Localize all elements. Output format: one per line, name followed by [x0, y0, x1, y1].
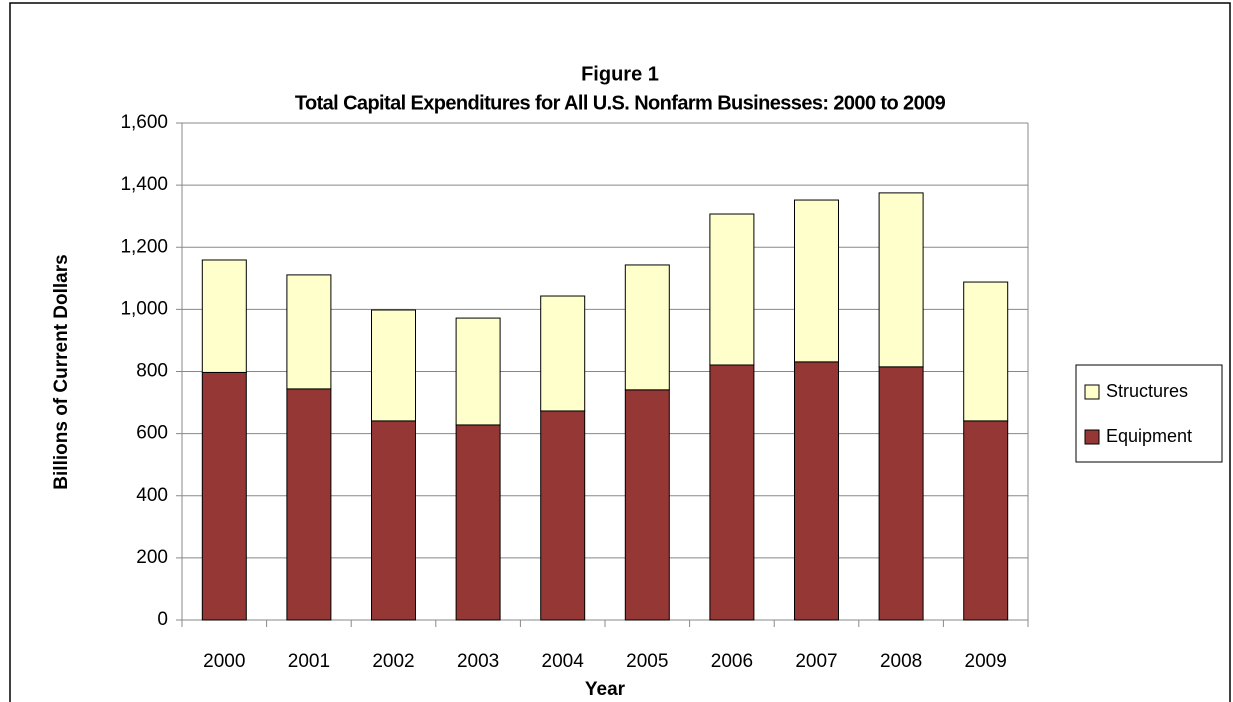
- legend-box: [1075, 364, 1223, 463]
- bar-segment: [540, 295, 586, 412]
- y-tick-label: 200: [136, 547, 168, 568]
- bar-segment: [709, 213, 755, 366]
- x-axis-label: Year: [585, 679, 626, 700]
- y-tick-label: 1,600: [120, 112, 168, 133]
- chart-title: Total Capital Expenditures for All U.S. …: [295, 92, 946, 114]
- x-tick-label: 2003: [457, 651, 499, 672]
- bar-segment: [878, 366, 924, 621]
- x-tick-label: 2005: [626, 651, 668, 672]
- y-axis-label: Billions of Current Dollars: [51, 254, 72, 489]
- y-tick-label: 600: [136, 423, 168, 444]
- y-tick-label: 0: [157, 609, 168, 630]
- x-tick-label: 2002: [372, 651, 414, 672]
- legend-label: Equipment: [1106, 426, 1192, 446]
- x-tick-label: 2008: [880, 651, 922, 672]
- y-tick-label: 400: [136, 485, 168, 506]
- bar-segment: [878, 192, 924, 368]
- x-tick-label: 2004: [542, 651, 585, 672]
- bar-segment: [286, 388, 332, 621]
- x-tick-label: 2000: [203, 651, 245, 672]
- legend-swatch: [1084, 384, 1100, 400]
- bar-segment: [201, 259, 247, 373]
- y-tick-label: 1,400: [120, 174, 168, 195]
- bar-segment: [371, 309, 416, 422]
- x-tick-label: 2007: [795, 651, 837, 672]
- bar-segment: [201, 371, 247, 621]
- bar-segment: [794, 361, 839, 621]
- figure-border: [9, 2, 1231, 702]
- y-tick-label: 1,000: [120, 298, 168, 319]
- x-tick-label: 2006: [711, 651, 753, 672]
- bar-segment: [455, 424, 501, 621]
- bar-segment: [709, 364, 755, 621]
- bar-segment: [963, 281, 1009, 422]
- bar-segment: [624, 389, 670, 621]
- legend-swatch: [1084, 429, 1100, 445]
- bar-segment: [963, 420, 1009, 621]
- bar-segment: [455, 317, 501, 426]
- x-tick-label: 2009: [965, 651, 1007, 672]
- figure-label: Figure 1: [581, 63, 659, 85]
- legend-label: Structures: [1106, 381, 1188, 401]
- bar-segment: [624, 264, 670, 391]
- bar-segment: [371, 420, 416, 621]
- bar-segment: [540, 410, 586, 621]
- bar-segment: [286, 274, 332, 390]
- x-tick-label: 2001: [288, 651, 330, 672]
- y-tick-label: 800: [136, 361, 168, 382]
- bar-segment: [794, 199, 839, 363]
- y-tick-label: 1,200: [120, 236, 168, 257]
